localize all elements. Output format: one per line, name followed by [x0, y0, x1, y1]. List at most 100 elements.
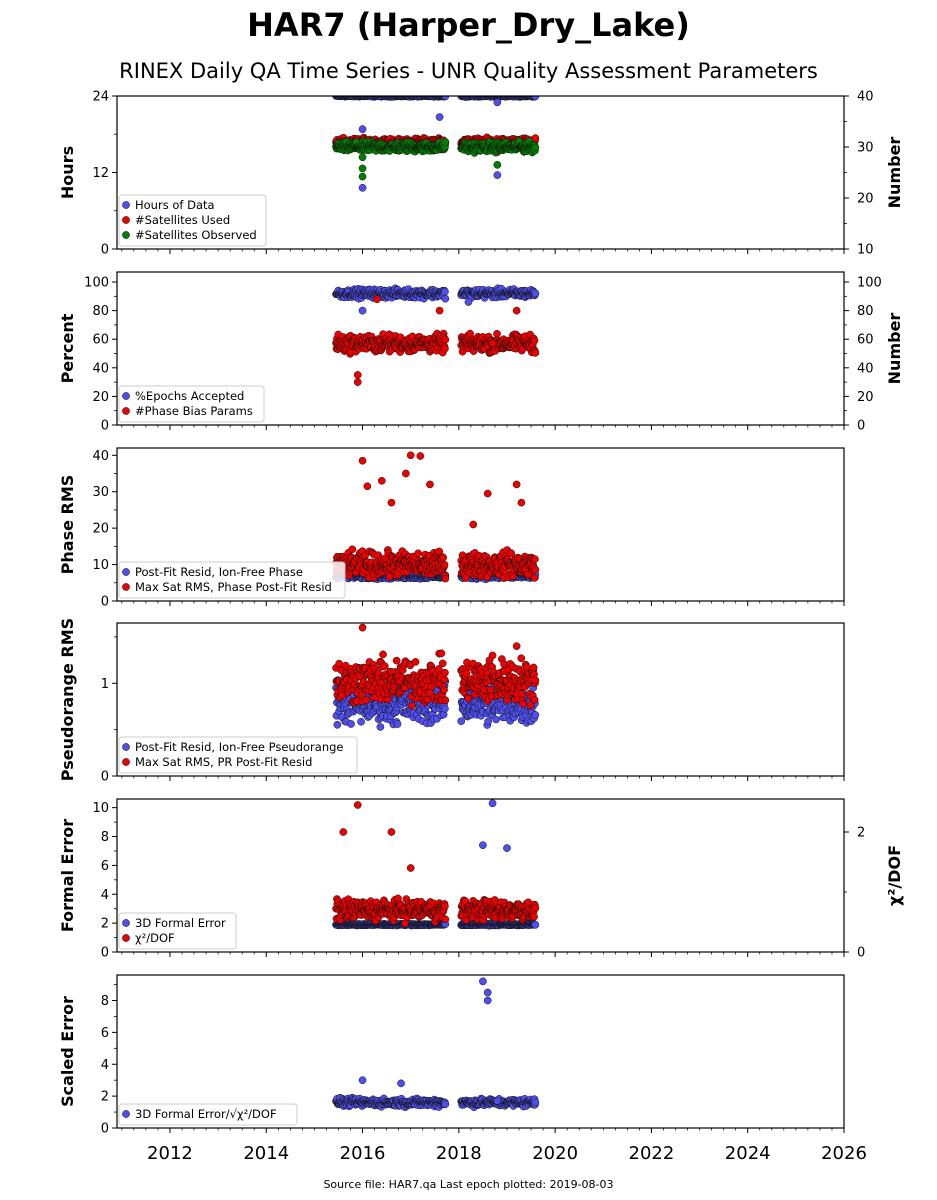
y-right-tick-label: 100: [857, 276, 882, 291]
outlier-point: [358, 306, 367, 315]
data-point: [531, 349, 540, 357]
data-point: [440, 560, 449, 569]
outlier-point: [488, 651, 497, 660]
outlier-point: [358, 125, 367, 133]
outlier-point: [479, 841, 487, 850]
data-point: [464, 694, 473, 703]
outlier-point: [402, 469, 410, 478]
legend-marker: [122, 743, 130, 751]
legend-entry: Max Sat RMS, Phase Post-Fit Resid: [135, 580, 332, 594]
series-1: [332, 96, 540, 192]
data-point: [457, 717, 466, 726]
y-tick-label: 0: [101, 419, 109, 434]
outlier-point: [353, 378, 362, 386]
y-right-tick-label: 20: [857, 192, 874, 207]
panel-points: [332, 284, 540, 386]
legend-marker: [122, 392, 130, 400]
data-point: [423, 695, 432, 704]
data-point: [526, 701, 535, 710]
outlier-point: [483, 489, 492, 498]
outlier-point: [488, 799, 497, 808]
y-tick-label: 1: [101, 677, 109, 692]
y-tick-label: 10: [92, 558, 109, 573]
data-point: [441, 915, 450, 924]
y-tick-label: 0: [101, 243, 109, 258]
data-point: [486, 686, 495, 694]
y-right-tick-label: 30: [857, 141, 874, 156]
series-2: [332, 295, 540, 386]
outlier-point: [512, 306, 521, 315]
outlier-point: [426, 480, 434, 489]
panel-frame: [116, 271, 845, 426]
data-point: [441, 344, 449, 353]
outlier-point: [358, 172, 367, 181]
y-right-tick-label: 40: [857, 361, 874, 376]
outlier-point: [503, 844, 511, 852]
outlier-point: [469, 520, 478, 529]
outlier-point: [416, 452, 425, 460]
data-point: [439, 553, 448, 562]
y-axis-label: Pseudorange RMS: [58, 618, 77, 781]
outlier-point: [377, 476, 386, 485]
outlier-point: [358, 456, 367, 465]
data-point: [441, 574, 450, 583]
y-tick-label: 80: [92, 304, 109, 319]
outlier-point: [517, 498, 526, 507]
series-2: [332, 801, 540, 928]
y-axis-label: Percent: [58, 313, 77, 383]
data-point: [517, 654, 526, 663]
legend-entry: #Satellites Used: [135, 213, 230, 227]
data-point: [531, 920, 540, 929]
outlier-point: [363, 482, 372, 491]
data-point: [441, 287, 449, 296]
data-point: [441, 138, 450, 146]
data-point: [440, 685, 448, 694]
y-right-tick-label: 60: [857, 333, 874, 348]
y-tick-label: 0: [101, 595, 109, 610]
panel-frame: [116, 622, 845, 777]
legend-entry: #Phase Bias Params: [135, 404, 253, 418]
data-point: [531, 143, 540, 152]
data-point: [441, 294, 450, 303]
outlier-point: [493, 98, 502, 107]
data-point: [376, 723, 385, 731]
y-axis-label: Phase RMS: [58, 475, 77, 575]
data-point: [379, 650, 387, 659]
y-tick-label: 20: [92, 522, 109, 537]
legend-entry: Post-Fit Resid, Ion-Free Pseudorange: [135, 740, 343, 754]
data-point: [357, 717, 365, 726]
data-point: [531, 676, 540, 685]
data-point: [411, 658, 420, 666]
data-point: [362, 696, 370, 704]
legend-marker: [122, 407, 130, 415]
y-right-tick-label: 0: [857, 419, 865, 434]
series-2: [332, 451, 540, 583]
y-tick-label: 12: [92, 166, 109, 181]
data-point: [531, 565, 540, 574]
chart-title: HAR7 (Harper_Dry_Lake): [247, 6, 690, 44]
data-point: [440, 675, 449, 684]
data-point: [507, 549, 515, 558]
outlier-point: [387, 498, 396, 507]
legend-marker: [122, 583, 130, 591]
data-point: [441, 668, 449, 677]
panel-points: [332, 799, 540, 930]
data-point: [529, 663, 538, 672]
legend-marker: [122, 231, 130, 239]
legend-box: [118, 736, 358, 774]
legend-entry: Post-Fit Resid, Ion-Free Phase: [135, 565, 303, 579]
outlier-point: [358, 183, 367, 192]
y-right-tick-label: 80: [857, 304, 874, 319]
data-point: [441, 696, 450, 705]
data-point: [484, 717, 493, 726]
legend-box: [118, 194, 267, 247]
outlier-point: [493, 171, 502, 179]
y-tick-label: 0: [101, 770, 109, 785]
outlier-point: [435, 113, 444, 121]
legend-entry: %Epochs Accepted: [135, 389, 244, 403]
data-point: [530, 336, 539, 345]
data-point: [408, 701, 416, 710]
